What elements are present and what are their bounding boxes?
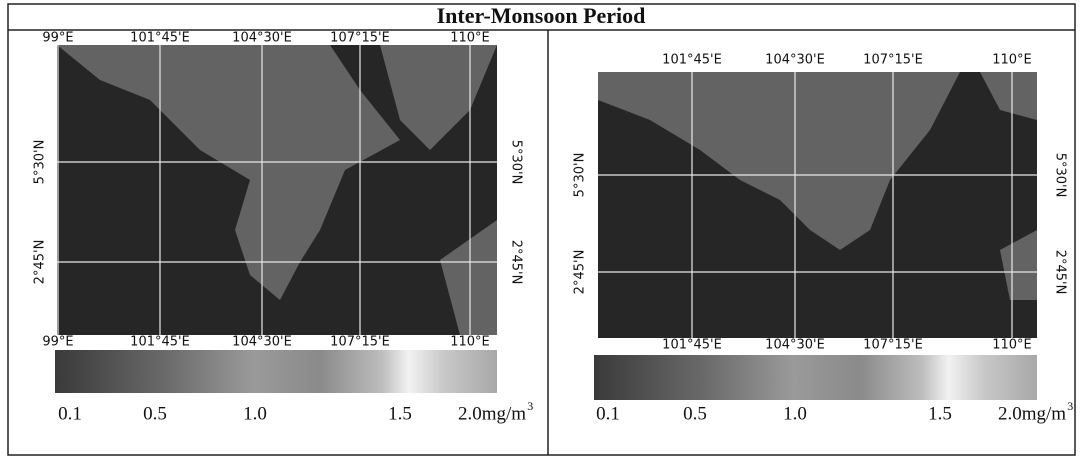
land-region bbox=[980, 72, 1037, 120]
latitude-label: 2°45'N bbox=[573, 250, 588, 295]
longitude-label: 107°15'E bbox=[330, 31, 390, 46]
colorbar-unit-superscript: 3 bbox=[527, 399, 533, 413]
frame bbox=[7, 3, 1076, 456]
latitude-label: 2°45'N bbox=[509, 240, 524, 285]
latitude-label: 2°45'N bbox=[1053, 250, 1068, 295]
colorbar-label: 1.0 bbox=[243, 403, 267, 424]
longitude-label: 110°E bbox=[992, 338, 1032, 353]
colorbar bbox=[55, 350, 497, 393]
latitude-label: 5°30'N bbox=[1053, 153, 1068, 198]
land-region bbox=[57, 45, 400, 300]
colorbar-label: 1.5 bbox=[388, 403, 412, 424]
colorbar-label: 0.1 bbox=[58, 403, 82, 424]
colorbar-label: 1.0 bbox=[783, 403, 807, 424]
colorbar-unit: 2.0mg/m bbox=[458, 403, 526, 424]
land-region bbox=[598, 72, 960, 250]
colorbar-unit: 2.0mg/m bbox=[998, 403, 1066, 424]
longitude-label: 101°45'E bbox=[130, 31, 190, 46]
longitude-label: 104°30'E bbox=[232, 31, 292, 46]
colorbar-label: 0.5 bbox=[143, 403, 167, 424]
longitude-label: 104°30'E bbox=[232, 335, 292, 350]
colorbar-label: 0.1 bbox=[596, 403, 620, 424]
longitude-label: 107°15'E bbox=[863, 53, 923, 68]
colorbar-label: 0.5 bbox=[683, 403, 707, 424]
longitude-label: 104°30'E bbox=[765, 53, 825, 68]
colorbar-label: 1.5 bbox=[928, 403, 952, 424]
longitude-label: 101°45'E bbox=[662, 53, 722, 68]
latitude-label: 5°30'N bbox=[33, 140, 48, 185]
longitude-label: 107°15'E bbox=[863, 338, 923, 353]
longitude-label: 101°45'E bbox=[662, 338, 722, 353]
title: Inter-Monsoon Period bbox=[437, 3, 646, 28]
longitude-label: 110°E bbox=[450, 31, 490, 46]
land-region bbox=[1000, 230, 1037, 300]
longitude-label: 104°30'E bbox=[765, 338, 825, 353]
longitude-label: 110°E bbox=[992, 53, 1032, 68]
longitude-label: 99°E bbox=[42, 31, 73, 46]
colorbar bbox=[594, 355, 1037, 400]
longitude-label: 110°E bbox=[450, 335, 490, 350]
latitude-label: 2°45'N bbox=[33, 240, 48, 285]
latitude-label: 5°30'N bbox=[573, 153, 588, 198]
longitude-label: 101°45'E bbox=[130, 335, 190, 350]
land-region bbox=[380, 45, 497, 150]
colorbar-unit-superscript: 3 bbox=[1067, 399, 1073, 413]
latitude-label: 5°30'N bbox=[509, 140, 524, 185]
land-region bbox=[440, 220, 497, 335]
longitude-label: 99°E bbox=[42, 335, 73, 350]
longitude-label: 107°15'E bbox=[330, 335, 390, 350]
